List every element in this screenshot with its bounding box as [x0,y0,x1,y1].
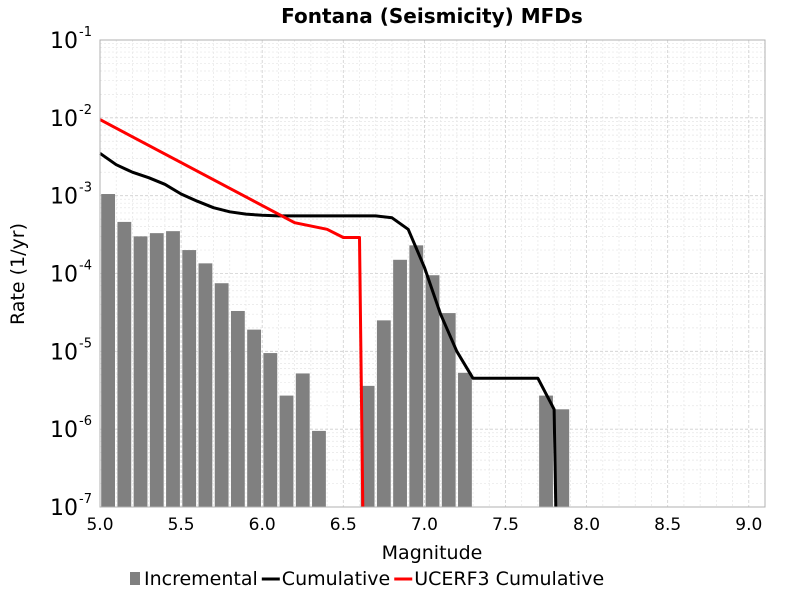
y-tick-labels: 10-710-610-510-410-310-210-1 [50,25,92,521]
y-tick-label: 10 -2 [50,103,92,132]
plot-frame [99,39,766,508]
x-tick-label: 6.0 [249,515,276,535]
incremental-bar [133,236,148,507]
y-tick-base: 10 [50,418,78,443]
legend-item: Cumulative [261,568,390,590]
y-tick-exponent: -7 [79,492,92,507]
x-tick-label: 8.0 [573,515,600,535]
y-axis-label: Rate (1/yr) [7,223,29,325]
y-tick-exponent: -4 [79,259,92,274]
legend-item: UCERF3 Cumulative [394,568,604,590]
cumulative-line [99,152,558,508]
y-tick-exponent: -5 [79,336,92,351]
incremental-bar [555,409,570,507]
incremental-bar [376,320,391,507]
y-tick-label: 10 -5 [50,336,92,365]
incremental-bar [441,313,456,507]
y-tick-label: 10 -4 [50,259,92,288]
incremental-bar [117,221,132,507]
y-tick-base: 10 [50,340,78,365]
y-tick-exponent: -1 [79,25,92,40]
incremental-bar [393,259,407,507]
y-tick-base: 10 [50,185,78,210]
incremental-bars [101,194,570,508]
incremental-bar [182,250,197,508]
legend-item: Incremental [130,568,258,590]
y-tick-base: 10 [50,107,78,132]
incremental-bar [263,353,278,507]
incremental-bar [247,329,261,507]
x-tick-label: 8.5 [654,515,681,535]
y-tick-base: 10 [50,496,78,521]
incremental-bar [409,245,424,507]
y-tick-exponent: -3 [79,181,92,196]
cumulative-lines [99,118,558,508]
y-tick-base: 10 [50,29,78,54]
legend-label: Incremental [144,568,258,590]
incremental-bar [149,233,164,507]
incremental-bar [166,231,180,507]
x-tick-label: 9.0 [735,515,762,535]
incremental-bar [101,194,116,507]
ucerf3-cumulative-line [99,118,365,508]
incremental-bar [458,372,472,507]
legend: Incremental Cumulative UCERF3 Cumulative [130,568,604,590]
plot-border [99,39,766,508]
x-tick-label: 7.0 [411,515,438,535]
y-tick-base: 10 [50,263,78,288]
incremental-bar [539,395,553,507]
incremental-bar [198,263,213,507]
y-tick-label: 10 -3 [50,181,92,210]
incremental-bar [312,430,326,507]
y-tick-label: 10 -1 [50,25,92,54]
chart-title: Fontana (Seismicity) MFDs [281,4,583,28]
incremental-bar [425,275,440,507]
incremental-bar [230,310,245,507]
y-tick-label: 10 -7 [50,492,92,521]
x-tick-label: 5.5 [168,515,195,535]
y-tick-exponent: -2 [79,103,92,118]
legend-label: UCERF3 Cumulative [414,568,604,590]
x-axis-label: Magnitude [382,542,483,564]
x-tick-label: 5.0 [86,515,113,535]
y-tick-label: 10 -6 [50,414,92,443]
incremental-bar [295,373,310,507]
legend-swatch [130,572,140,585]
legend-label: Cumulative [282,568,390,590]
y-tick-exponent: -6 [79,414,92,429]
x-tick-labels: 5.0 5.5 6.0 6.5 7.0 7.5 8.0 8.5 9.0 [86,515,762,535]
incremental-bar [214,283,229,507]
incremental-bar [279,395,294,507]
incremental-bar [360,385,375,507]
x-tick-label: 6.5 [330,515,357,535]
x-tick-label: 7.5 [492,515,519,535]
